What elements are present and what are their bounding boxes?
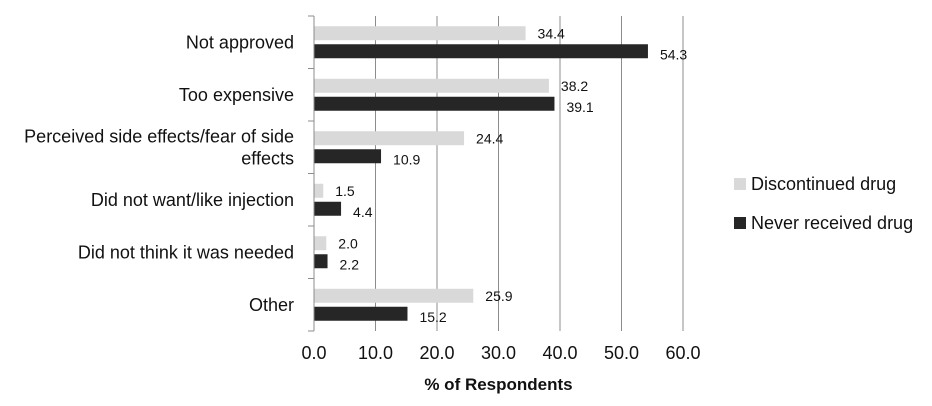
bar-discontinued	[314, 78, 549, 93]
data-label: 25.9	[485, 288, 512, 304]
bar-never-received	[314, 306, 408, 321]
data-label: 2.2	[340, 256, 360, 272]
category-label: Perceived side effects/fear of side effec…	[24, 126, 294, 168]
data-label: 15.2	[419, 309, 446, 325]
legend: Discontinued drug Never received drug	[734, 174, 913, 233]
bar-never-received	[314, 201, 342, 216]
bar-never-received	[314, 149, 382, 164]
x-tick-label: 20.0	[419, 343, 454, 363]
x-axis-title: % of Respondents	[424, 375, 572, 394]
x-tick-label: 50.0	[604, 343, 639, 363]
bar-discontinued	[314, 288, 474, 303]
bar-discontinued	[314, 183, 324, 198]
category-label: Other	[249, 295, 294, 315]
x-tick-label: 60.0	[665, 343, 700, 363]
x-tick-label: 10.0	[358, 343, 393, 363]
legend-label: Never received drug	[751, 213, 913, 233]
x-tick-label: 40.0	[542, 343, 577, 363]
bar-never-received	[314, 44, 648, 59]
data-label: 24.4	[476, 130, 503, 146]
legend-label: Discontinued drug	[751, 174, 896, 194]
data-label: 10.9	[393, 151, 420, 167]
data-label: 1.5	[335, 183, 355, 199]
category-label: Did not want/like injection	[91, 190, 294, 210]
data-label: 39.1	[566, 99, 593, 115]
bar-discontinued	[314, 26, 526, 41]
data-label: 54.3	[660, 46, 687, 62]
bar-never-received	[314, 96, 555, 111]
bars	[314, 26, 648, 321]
data-label: 4.4	[353, 204, 373, 220]
legend-swatch	[734, 217, 746, 229]
data-label: 2.0	[338, 235, 358, 251]
bar-discontinued	[314, 131, 465, 146]
category-label: Not approved	[186, 32, 294, 52]
data-label: 38.2	[561, 78, 588, 94]
bar-never-received	[314, 254, 328, 269]
bar-discontinued	[314, 236, 327, 251]
data-label: 34.4	[538, 25, 565, 41]
x-tick-label: 30.0	[481, 343, 516, 363]
x-tick-label: 0.0	[301, 343, 326, 363]
category-label: Did not think it was needed	[78, 242, 294, 262]
gridlines	[375, 16, 684, 331]
category-label: Too expensive	[179, 85, 294, 105]
labels: 0.0 10.0 20.0 30.0 40.0 50.0 60.0 34.4 54.3 Not a…	[24, 25, 700, 394]
axes	[308, 15, 315, 332]
legend-swatch	[734, 178, 746, 190]
